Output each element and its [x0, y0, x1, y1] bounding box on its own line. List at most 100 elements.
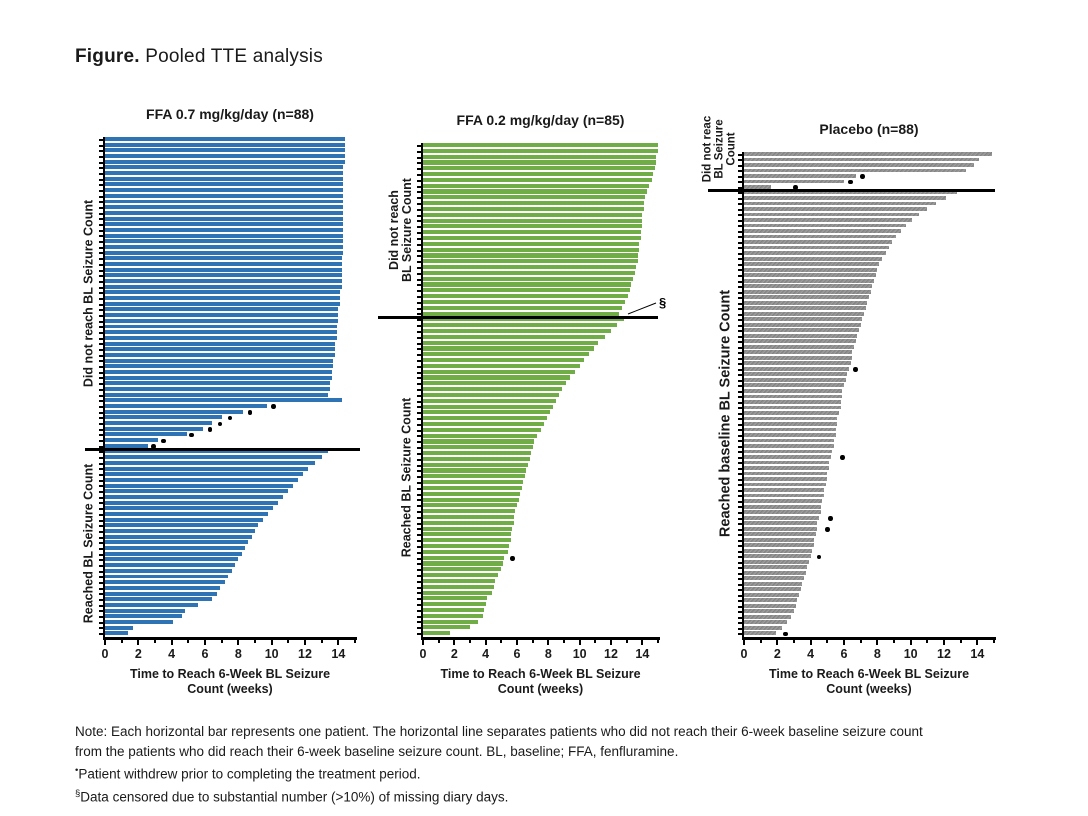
x-axis-tick-label: 4 [807, 647, 815, 661]
x-axis-minor-tick [531, 639, 534, 643]
x-axis-major-tick [516, 639, 518, 645]
patient-bar [423, 555, 505, 560]
patient-bar [105, 563, 235, 568]
patient-bar [744, 471, 828, 476]
patient-bar [423, 392, 560, 398]
y-axis-tick [417, 505, 421, 508]
patient-bar [423, 410, 550, 415]
section-label-did-not-reach-line: BL Seizure [713, 119, 725, 179]
y-axis-tick [99, 297, 103, 300]
x-axis-major-tick [876, 639, 879, 645]
patient-bar [423, 596, 488, 601]
y-axis-tick [99, 303, 103, 306]
y-axis-tick [99, 224, 103, 227]
patient-bar [744, 344, 854, 349]
y-axis-tick [417, 313, 421, 316]
patient-bar [744, 179, 844, 184]
y-axis-tick [738, 622, 742, 625]
patient-bar [744, 377, 846, 382]
patient-bar [105, 580, 225, 585]
patient-bar [744, 620, 788, 625]
patient-bar [423, 340, 599, 345]
y-axis-tick [99, 178, 103, 181]
y-axis-tick [738, 401, 742, 404]
patient-bar [105, 233, 344, 238]
y-axis-tick [417, 470, 421, 473]
y-axis-tick [417, 435, 421, 438]
y-axis-tick [738, 368, 742, 371]
x-axis-major-tick [578, 639, 581, 645]
y-axis-tick [99, 519, 103, 522]
patient-bar [744, 592, 799, 597]
patient-bar [744, 267, 878, 272]
y-axis-tick [738, 467, 742, 470]
patient-bar [423, 276, 633, 281]
y-axis-tick [99, 195, 103, 198]
y-axis-tick [99, 394, 103, 397]
y-axis-tick [99, 530, 103, 533]
patient-bar [105, 375, 332, 380]
patient-bar [423, 328, 611, 334]
y-axis-tick [738, 225, 742, 228]
patient-bar [744, 438, 834, 443]
patient-bar [105, 483, 294, 488]
patient-bar [423, 474, 525, 479]
y-axis-tick [417, 208, 421, 211]
y-axis-tick [417, 284, 421, 287]
y-axis-tick [417, 569, 421, 572]
x-axis-minor-tick [154, 639, 156, 643]
y-axis-tick [738, 561, 742, 564]
patient-bar [423, 334, 605, 339]
y-axis-tick [99, 258, 103, 261]
patient-bar [105, 193, 344, 198]
patient-bar [744, 532, 816, 537]
patient-bar [423, 299, 626, 305]
x-axis-minor-tick [563, 639, 565, 643]
y-axis-tick [99, 610, 103, 613]
y-axis-tick [99, 633, 103, 636]
y-axis-tick [99, 366, 103, 369]
withdrawal-dot [828, 516, 833, 521]
patient-bar [105, 540, 249, 545]
patient-bar [105, 585, 220, 590]
patient-bar [744, 581, 803, 586]
y-axis-tick [417, 476, 421, 479]
y-axis-tick [417, 377, 421, 380]
y-axis-tick [99, 582, 103, 585]
patient-bar [423, 549, 508, 554]
withdrawal-dot [271, 404, 276, 409]
y-axis-tick [99, 269, 103, 272]
patient-bar [105, 494, 284, 499]
patient-bar [744, 427, 836, 432]
y-axis-tick [99, 241, 103, 244]
section-label-reached-line: Reached BL Seizure Count [81, 463, 96, 624]
patient-bar [423, 154, 657, 159]
y-axis-tick [99, 439, 103, 442]
y-axis-tick [738, 252, 742, 255]
y-axis-tick [738, 275, 742, 277]
patient-bar [423, 514, 514, 520]
y-axis-tick [738, 445, 742, 448]
section-label-reached: Reached BL Seizure Count [81, 449, 96, 637]
y-axis-tick [417, 173, 421, 176]
y-axis-tick [738, 263, 742, 266]
y-axis-tick [738, 291, 742, 294]
patient-bar [744, 251, 886, 255]
patient-bar [423, 538, 511, 543]
panel-title-placebo: Placebo (n=88) [819, 121, 919, 137]
x-axis-minor-tick [993, 639, 995, 643]
x-axis-tick-label: 0 [740, 647, 748, 661]
y-axis-tick [417, 336, 421, 339]
patient-bar [105, 472, 304, 477]
y-axis-tick [417, 150, 421, 153]
y-axis-tick [417, 563, 421, 566]
y-axis-tick [417, 615, 421, 618]
y-axis-tick [99, 150, 103, 153]
patient-bar [744, 322, 861, 327]
x-axis-tick-label: 10 [572, 647, 587, 661]
x-axis-minor-tick [500, 639, 503, 643]
patient-bar [744, 207, 928, 211]
y-axis-tick [417, 330, 421, 333]
x-axis-major-tick [843, 639, 845, 645]
y-axis-tick [738, 352, 742, 355]
